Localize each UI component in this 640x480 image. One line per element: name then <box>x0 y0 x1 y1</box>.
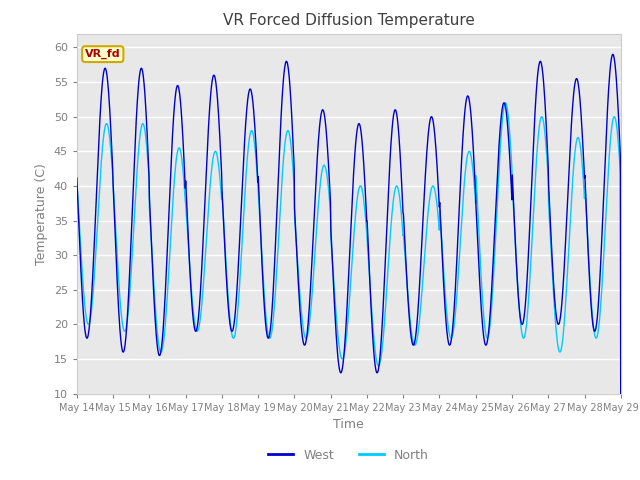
Title: VR Forced Diffusion Temperature: VR Forced Diffusion Temperature <box>223 13 475 28</box>
X-axis label: Time: Time <box>333 418 364 431</box>
Text: VR_fd: VR_fd <box>85 49 120 59</box>
Legend: West, North: West, North <box>264 444 434 467</box>
Y-axis label: Temperature (C): Temperature (C) <box>35 163 48 264</box>
